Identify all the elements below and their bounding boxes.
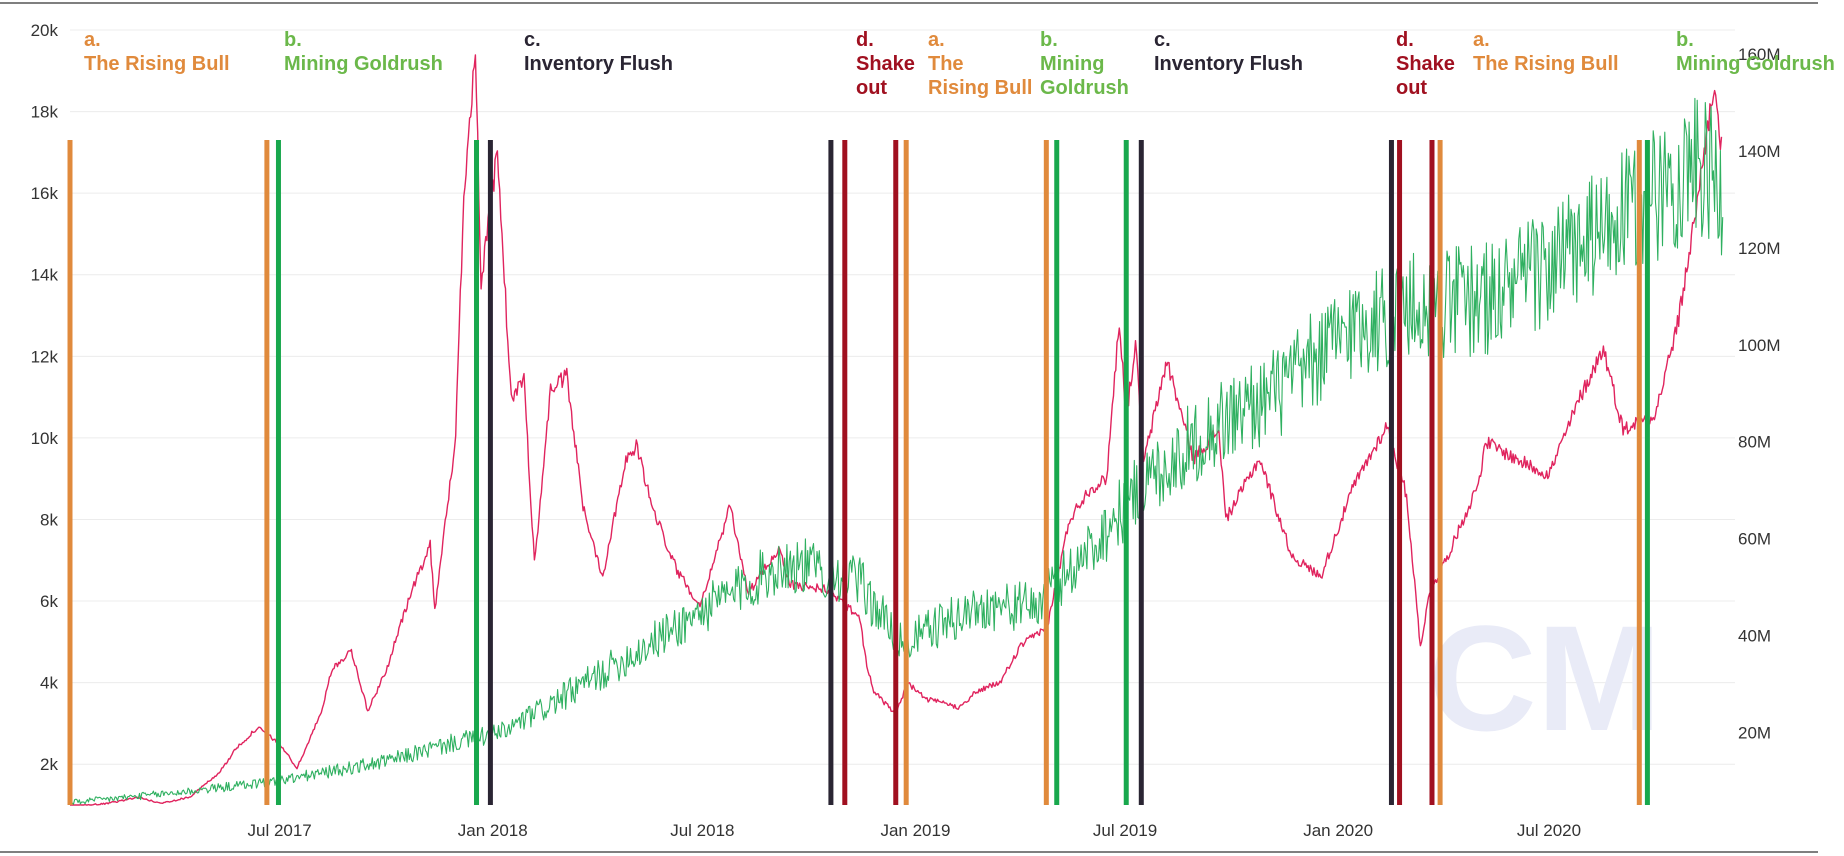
- y-left-tick-label: 20k: [31, 21, 59, 40]
- y-right-tick-label: 120M: [1738, 239, 1781, 258]
- annotation-label: Rising Bull: [928, 77, 1032, 99]
- phase-annotation: a.The Rising Bull: [84, 29, 230, 75]
- annotation-letter: d.: [1396, 29, 1414, 51]
- y-right-tick-label: 80M: [1738, 433, 1771, 452]
- annotation-letter: a.: [928, 29, 945, 51]
- phase-annotation: c.Inventory Flush: [1154, 29, 1303, 75]
- y-left-tick-label: 6k: [40, 592, 58, 611]
- x-tick-label: Jan 2018: [458, 821, 528, 840]
- x-tick-label: Jul 2018: [670, 821, 734, 840]
- annotation-label: Inventory Flush: [1154, 53, 1303, 75]
- axes: 2k 4k 6k 8k 10k 12k 14k 16k 18k 20k 20M 40M 60M 80M 10…: [31, 21, 1781, 840]
- y-left-tick-label: 10k: [31, 429, 59, 448]
- annotation-letter: a.: [84, 29, 101, 51]
- y-right-tick-label: 100M: [1738, 336, 1781, 355]
- phase-annotation: b.Mining Goldrush: [284, 29, 443, 75]
- y-right-tick-label: 140M: [1738, 142, 1781, 161]
- phase-annotation: b.Mining Goldrush: [1676, 29, 1835, 75]
- annotation-label: The Rising Bull: [84, 53, 230, 75]
- y-left-tick-label: 8k: [40, 510, 58, 529]
- annotation-letter: c.: [524, 29, 541, 51]
- y-right-tick-label: 60M: [1738, 530, 1771, 549]
- annotation-label: The Rising Bull: [1473, 53, 1619, 75]
- annotation-letter: b.: [1040, 29, 1058, 51]
- y-left-tick-label: 12k: [31, 347, 59, 366]
- annotation-label: Shake: [856, 53, 915, 75]
- watermark: CM: [1428, 594, 1661, 762]
- annotation-label: The: [928, 53, 964, 75]
- phase-annotation: a.The Rising Bull: [1473, 29, 1619, 75]
- y-left-tick-label: 2k: [40, 755, 58, 774]
- x-tick-label: Jan 2019: [880, 821, 950, 840]
- x-tick-label: Jul 2019: [1093, 821, 1157, 840]
- grid: [70, 29, 1735, 765]
- annotation-label: out: [1396, 77, 1427, 99]
- y-left-tick-label: 18k: [31, 103, 59, 122]
- annotation-label: Mining: [1040, 53, 1104, 75]
- annotation-label: Mining Goldrush: [284, 53, 443, 75]
- phase-annotation: c.Inventory Flush: [524, 29, 673, 75]
- phase-lines: [67, 140, 1650, 805]
- annotation-letter: b.: [284, 29, 302, 51]
- annotation-label: Shake: [1396, 53, 1455, 75]
- y-left-tick-label: 16k: [31, 184, 59, 203]
- annotation-label: Inventory Flush: [524, 53, 673, 75]
- annotation-label: out: [856, 77, 887, 99]
- watermark-logo: CM: [1428, 594, 1661, 762]
- y-right-tick-label: 160M: [1738, 45, 1781, 64]
- y-right-tick-label: 40M: [1738, 626, 1771, 645]
- annotation-label: Mining Goldrush: [1676, 53, 1835, 75]
- x-tick-label: Jul 2020: [1517, 821, 1581, 840]
- y-left-tick-label: 4k: [40, 674, 58, 693]
- annotation-letter: d.: [856, 29, 874, 51]
- annotation-letter: a.: [1473, 29, 1490, 51]
- annotation-letter: b.: [1676, 29, 1694, 51]
- annotation-label: Goldrush: [1040, 77, 1129, 99]
- annotation-letter: c.: [1154, 29, 1171, 51]
- x-tick-label: Jan 2020: [1303, 821, 1373, 840]
- y-left-tick-label: 14k: [31, 266, 59, 285]
- y-right-tick-label: 20M: [1738, 723, 1771, 742]
- x-tick-label: Jul 2017: [247, 821, 311, 840]
